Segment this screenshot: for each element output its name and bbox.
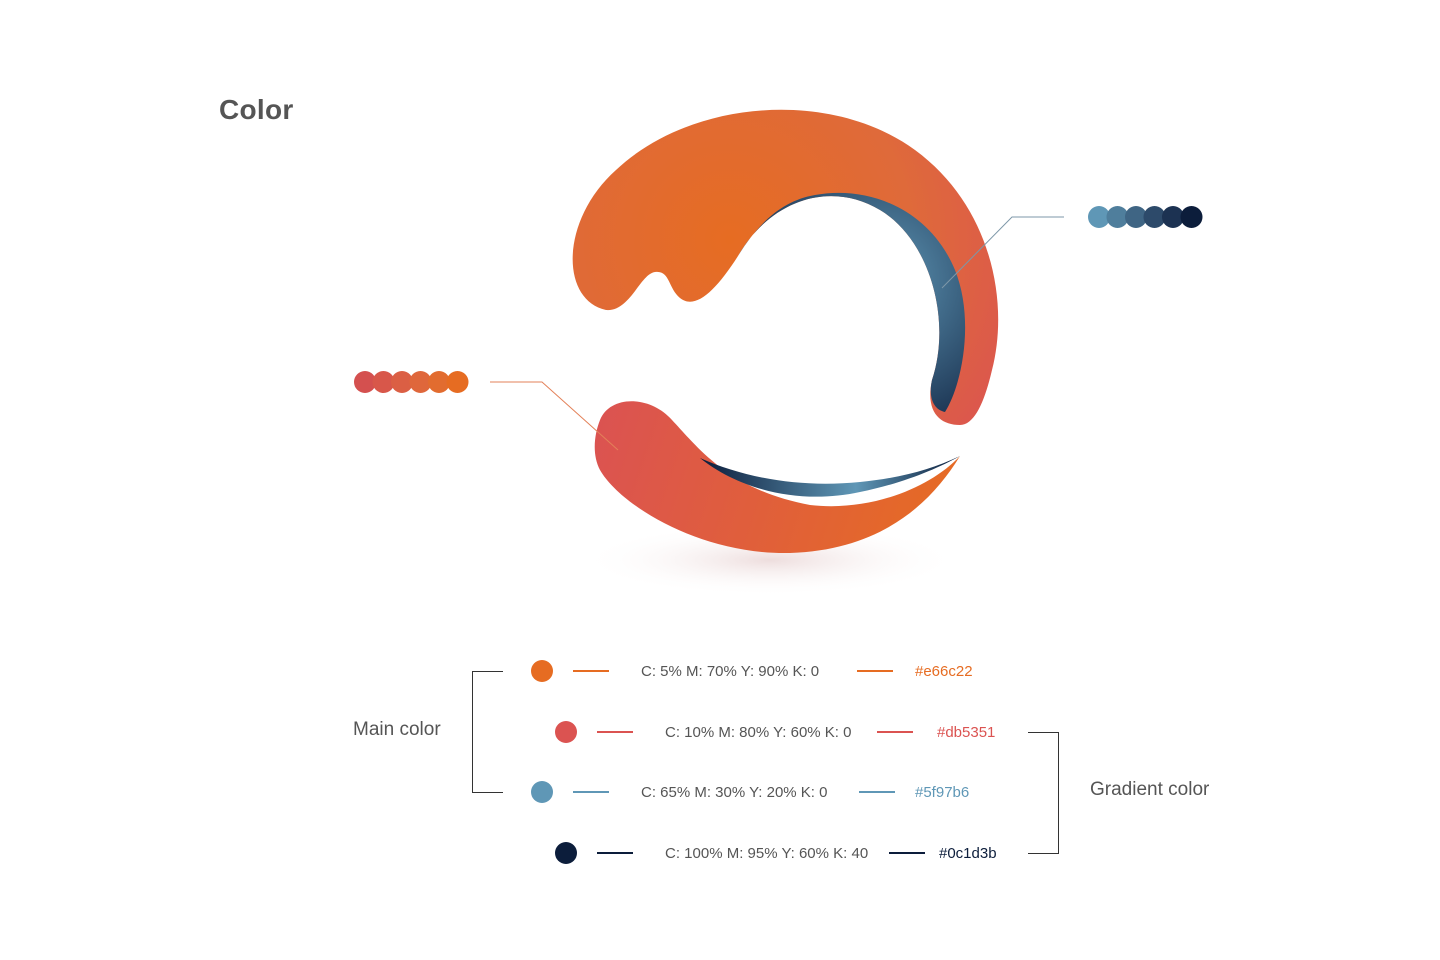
swatch-row-blue: C: 65% M: 30% Y: 20% K: 0 #5f97b6 bbox=[531, 780, 969, 804]
warm-palette bbox=[354, 371, 469, 393]
warm-palette-dot-3 bbox=[391, 371, 413, 393]
logo-shadow bbox=[580, 524, 960, 596]
swatch-hex-navy: #0c1d3b bbox=[939, 844, 997, 862]
swatch-dash-red bbox=[597, 731, 633, 733]
swatch-dot-red bbox=[555, 721, 577, 743]
warm-palette-dot-4 bbox=[409, 371, 432, 393]
warm-palette-dot-5 bbox=[428, 371, 450, 393]
gradient-color-bracket bbox=[1028, 732, 1059, 854]
swatch-row-red: C: 10% M: 80% Y: 60% K: 0 #db5351 bbox=[555, 720, 995, 744]
swatch-dash2-red bbox=[877, 731, 913, 733]
logo-bottom-inner-band bbox=[700, 456, 960, 497]
swatch-dot-blue bbox=[531, 781, 553, 803]
swatch-hex-orange: #e66c22 bbox=[915, 662, 973, 680]
warm-callout-line bbox=[490, 381, 619, 451]
logo-top-crescent bbox=[572, 109, 999, 425]
swatch-hex-red: #db5351 bbox=[937, 723, 996, 741]
cool-palette-dot-4 bbox=[1143, 206, 1166, 228]
warm-palette-dot-2 bbox=[372, 371, 395, 393]
cool-palette-dot-2 bbox=[1106, 206, 1129, 228]
swatch-dot-orange bbox=[531, 660, 553, 682]
gradient-color-label: Gradient color bbox=[1090, 779, 1210, 800]
logo-top-inner-band bbox=[738, 192, 966, 412]
swatch-dot-navy bbox=[555, 842, 577, 864]
swatch-row-orange: C: 5% M: 70% Y: 90% K: 0 #e66c22 bbox=[531, 659, 973, 683]
cool-callout-line bbox=[941, 216, 1064, 289]
page-title: Color bbox=[219, 94, 294, 125]
swatch-dash-navy bbox=[597, 852, 633, 854]
cool-palette-dot-1 bbox=[1088, 206, 1110, 228]
warm-palette-dot-1 bbox=[354, 371, 376, 393]
cool-palette-dot-3 bbox=[1125, 206, 1147, 228]
cool-palette-dot-6 bbox=[1180, 206, 1203, 228]
main-color-label: Main color bbox=[353, 719, 441, 740]
main-color-bracket bbox=[472, 671, 503, 793]
warm-palette-dot-6 bbox=[446, 371, 469, 393]
swatch-dash2-orange bbox=[857, 670, 893, 672]
swatch-cmyk-orange: C: 5% M: 70% Y: 90% K: 0 bbox=[641, 662, 820, 680]
swatch-dash-orange bbox=[573, 670, 609, 672]
swatch-dash2-navy bbox=[889, 852, 925, 854]
cool-palette-dot-5 bbox=[1162, 206, 1184, 228]
swatch-cmyk-blue: C: 65% M: 30% Y: 20% K: 0 bbox=[641, 783, 828, 801]
swatch-cmyk-red: C: 10% M: 80% Y: 60% K: 0 bbox=[665, 723, 852, 741]
swatch-row-navy: C: 100% M: 95% Y: 60% K: 40 #0c1d3b bbox=[555, 841, 997, 865]
swatch-hex-blue: #5f97b6 bbox=[915, 783, 970, 801]
swatch-cmyk-navy: C: 100% M: 95% Y: 60% K: 40 bbox=[665, 844, 869, 862]
logo-bottom-crescent bbox=[594, 401, 960, 554]
swatch-dash-blue bbox=[573, 791, 609, 793]
swatch-dash2-blue bbox=[859, 791, 895, 793]
cool-palette bbox=[1088, 206, 1203, 228]
